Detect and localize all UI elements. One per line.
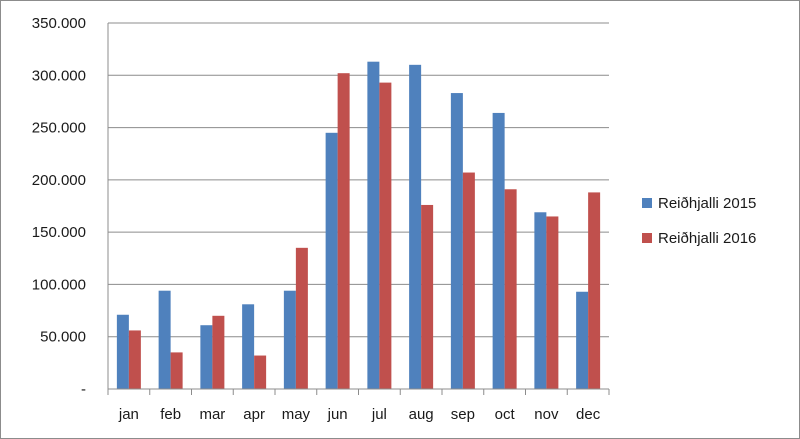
x-tick-label: oct: [495, 406, 516, 423]
bar: [158, 290, 171, 389]
legend-label: Reiðhjalli 2015: [658, 195, 756, 212]
x-tick-label: dec: [576, 406, 601, 423]
bar: [200, 325, 213, 389]
axes: [107, 23, 609, 390]
legend-swatch: [642, 233, 652, 243]
bar: [367, 61, 380, 389]
bar: [534, 212, 547, 389]
y-tick-label: 100.000: [32, 276, 86, 293]
bar: [116, 314, 129, 389]
bar: [212, 315, 225, 389]
bar: [450, 93, 463, 389]
bar: [421, 204, 434, 389]
bars: [116, 61, 601, 390]
y-tick-label: 200.000: [32, 172, 86, 189]
y-tick-label: 50.000: [40, 329, 86, 346]
bar: [588, 192, 601, 389]
bar: [254, 355, 267, 389]
x-tick-label: jun: [327, 406, 348, 423]
x-tick-label: nov: [534, 406, 559, 423]
x-tick-label: feb: [160, 406, 181, 423]
y-tick-label: 300.000: [32, 67, 86, 84]
bar: [337, 73, 350, 390]
bar: [462, 172, 475, 389]
bar: [504, 189, 517, 389]
bar: [325, 132, 338, 390]
x-tick-label: mar: [199, 406, 225, 423]
bar: [576, 291, 589, 389]
bar: [379, 82, 392, 389]
y-axis-ticks: - 50.000 100.000 150.000 200.000 250.000 300.0…: [32, 15, 86, 398]
x-tick-label: aug: [409, 406, 434, 423]
legend-label: Reiðhjalli 2016: [658, 230, 756, 247]
bar: [170, 352, 183, 389]
bar: [492, 112, 505, 389]
bar: [409, 64, 422, 390]
y-tick-label: 350.000: [32, 15, 86, 32]
bar: [242, 304, 255, 389]
bar: [295, 247, 308, 389]
gridlines: [108, 22, 609, 338]
y-tick-label: 250.000: [32, 120, 86, 137]
bar: [128, 330, 141, 389]
x-axis-ticks: jan feb mar apr may jun jul aug sep oct nov dec: [107, 389, 610, 423]
legend: Reiðhjalli 2015 Reiðhjalli 2016: [642, 195, 756, 247]
bar: [283, 290, 296, 389]
x-tick-label: jan: [118, 406, 139, 423]
y-tick-label: 150.000: [32, 224, 86, 241]
x-tick-label: may: [282, 406, 311, 423]
x-tick-label: sep: [451, 406, 475, 423]
y-tick-label: -: [81, 381, 86, 398]
x-tick-label: jul: [371, 406, 387, 423]
legend-swatch: [642, 198, 652, 208]
x-tick-label: apr: [243, 406, 265, 423]
bar: [546, 216, 559, 389]
